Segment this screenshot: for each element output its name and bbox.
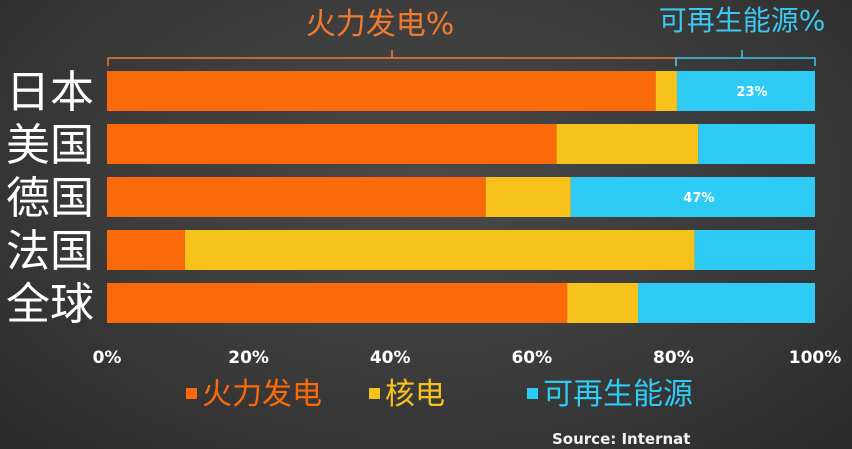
bar-1-1 bbox=[107, 71, 656, 111]
legend-swatch-3 bbox=[527, 388, 538, 399]
bar-3-1 bbox=[676, 71, 815, 111]
bar-1-2 bbox=[107, 124, 557, 164]
bar-2-5 bbox=[567, 283, 638, 323]
renewable-bracket-label: 可再生能源% bbox=[659, 4, 826, 37]
bar-1-3 bbox=[107, 177, 486, 217]
data-label-3: 47% bbox=[683, 191, 714, 206]
bar-3-4 bbox=[694, 230, 815, 270]
legend-swatch-2 bbox=[369, 388, 380, 399]
x-tick-label-5: 80% bbox=[653, 348, 694, 368]
thermal-bracket-label: 火力发电% bbox=[306, 7, 455, 42]
thermal-bracket bbox=[107, 50, 677, 66]
bracket-annotations: 火力发电% 可再生能源% bbox=[107, 4, 826, 66]
bars-group: 23% 47% bbox=[107, 71, 815, 323]
legend: 火力发电 核电 可再生能源 bbox=[186, 377, 693, 412]
bar-3-5 bbox=[638, 283, 815, 323]
legend-label-3: 可再生能源 bbox=[543, 377, 693, 412]
x-axis-tick-labels: 0% 20% 40% 60% 80% 100% bbox=[93, 348, 842, 368]
source-note: Source: Internat bbox=[552, 430, 690, 448]
bar-2-4 bbox=[184, 230, 695, 270]
bar-2-3 bbox=[485, 177, 571, 217]
x-tick-label-4: 60% bbox=[511, 348, 552, 368]
legend-swatch-1 bbox=[186, 388, 197, 399]
x-tick-label-2: 20% bbox=[228, 348, 269, 368]
bar-3-3 bbox=[570, 177, 815, 217]
bar-3-2 bbox=[698, 124, 815, 164]
bar-1-5 bbox=[107, 283, 568, 323]
category-label-5: 全球 bbox=[6, 279, 94, 330]
renewable-bracket bbox=[675, 50, 816, 66]
category-label-1: 日本 bbox=[6, 67, 94, 118]
category-label-3: 德国 bbox=[6, 173, 94, 224]
x-tick-label-6: 100% bbox=[789, 348, 842, 368]
data-label-1: 23% bbox=[736, 85, 767, 100]
x-tick-label-3: 40% bbox=[370, 348, 411, 368]
x-tick-label-1: 0% bbox=[93, 348, 122, 368]
bar-2-1 bbox=[655, 71, 677, 111]
bar-2-2 bbox=[556, 124, 699, 164]
legend-label-1: 火力发电 bbox=[202, 377, 322, 412]
bar-1-4 bbox=[107, 230, 185, 270]
legend-label-2: 核电 bbox=[385, 377, 445, 412]
category-label-2: 美国 bbox=[6, 120, 94, 171]
category-label-4: 法国 bbox=[6, 226, 94, 277]
